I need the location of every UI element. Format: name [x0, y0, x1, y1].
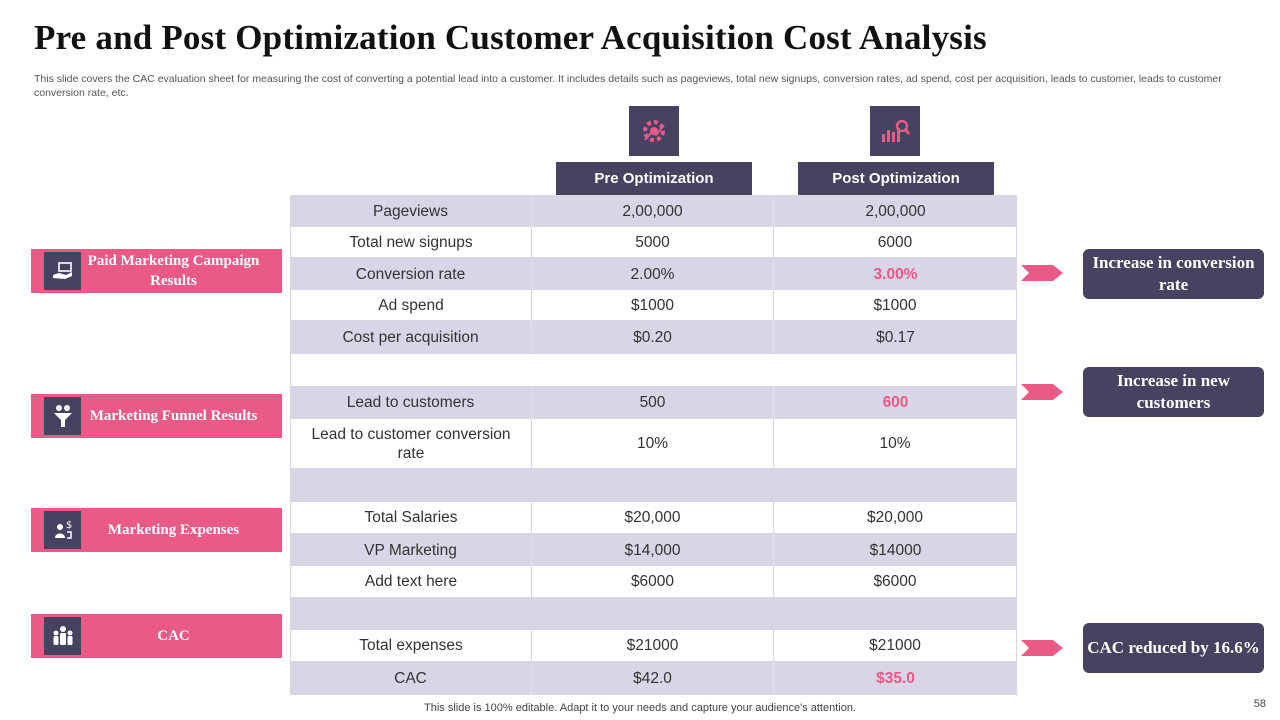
table-row: VP Marketing $14,000 $14000 [290, 534, 1017, 566]
table-row: Lead to customers 500 600 [290, 386, 1017, 419]
post-value: $1000 [774, 290, 1017, 320]
column-header-post: Post Optimization [798, 162, 994, 195]
table-row: Total Salaries $20,000 $20,000 [290, 502, 1017, 534]
section-label-text: Paid Marketing Campaign Results [87, 253, 260, 289]
page-number: 58 [1253, 698, 1266, 710]
slide-subtitle: This slide covers the CAC evaluation she… [34, 73, 1222, 99]
section-label-text: Marketing Funnel Results [89, 408, 258, 424]
post-value: $0.17 [876, 329, 915, 346]
post-value: $14000 [869, 541, 922, 559]
post-value-highlight: 600 [882, 394, 909, 411]
row-label: CAC [290, 662, 532, 695]
row-label: Total expenses [290, 630, 532, 661]
table-spacer [290, 598, 1017, 630]
post-value: $20,000 [774, 502, 1017, 533]
post-value: $21000 [774, 630, 1017, 661]
post-value: 6000 [774, 227, 1017, 257]
row-label: Conversion rate [290, 258, 532, 290]
chevron-right-icon [1021, 265, 1063, 281]
callout-cac-reduced: CAC reduced by 16.6% [1083, 623, 1264, 673]
post-value: 2,00,000 [865, 202, 926, 220]
table-row: Add text here $6000 $6000 [290, 566, 1017, 598]
callout-conversion-rate: Increase in conversion rate [1083, 249, 1264, 299]
pre-value: 2.00% [532, 258, 774, 290]
table-spacer [290, 469, 1017, 502]
table-row: Ad spend $1000 $1000 [290, 290, 1017, 321]
pre-value: $0.20 [532, 321, 774, 354]
row-label: Ad spend [290, 290, 532, 320]
row-label: Pageviews [290, 195, 532, 227]
row-label: Total Salaries [290, 502, 532, 533]
pre-value: $6000 [532, 566, 774, 597]
table-spacer [290, 354, 1017, 386]
post-value: 10% [774, 419, 1017, 468]
pre-value: $21000 [532, 630, 774, 661]
chart-search-icon [870, 106, 920, 156]
section-label-funnel: Marketing Funnel Results [31, 394, 282, 438]
chevron-right-icon [1021, 384, 1063, 400]
section-label-text: CAC [157, 628, 190, 644]
pre-value: $20,000 [532, 502, 774, 533]
post-value: $6000 [774, 566, 1017, 597]
row-label: Cost per acquisition [290, 321, 532, 354]
column-header-pre: Pre Optimization [556, 162, 752, 195]
svg-text:$: $ [66, 520, 72, 531]
chevron-right-icon [1021, 640, 1063, 656]
table-row: Total expenses $21000 $21000 [290, 630, 1017, 662]
pre-value: 5000 [532, 227, 774, 257]
post-value-highlight: 3.00% [873, 265, 918, 283]
footer-note: This slide is 100% editable. Adapt it to… [424, 702, 856, 714]
table-row: Total new signups 5000 6000 [290, 227, 1017, 258]
funnel-icon [44, 397, 81, 435]
table-row: Cost per acquisition $0.20 $0.17 [290, 321, 1017, 354]
expenses-icon: $ [44, 511, 81, 549]
slide-title: Pre and Post Optimization Customer Acqui… [34, 18, 987, 57]
cac-table: Pageviews 2,00,000 2,00,000 Total new si… [290, 195, 1017, 695]
row-label: Lead to customer conversion rate [290, 419, 532, 468]
section-label-paid-marketing: Paid Marketing Campaign Results [31, 249, 282, 293]
post-value-highlight: $35.0 [876, 670, 915, 687]
table-row: Conversion rate 2.00% 3.00% [290, 258, 1017, 290]
pre-value: 2,00,000 [532, 195, 774, 227]
pre-value: 500 [532, 386, 774, 419]
row-label: VP Marketing [290, 534, 532, 566]
pre-value: $42.0 [532, 662, 774, 695]
row-label: Total new signups [290, 227, 532, 257]
section-label-expenses: $ Marketing Expenses [31, 508, 282, 552]
row-label: Lead to customers [290, 386, 532, 419]
team-icon [44, 617, 81, 655]
section-label-cac: CAC [31, 614, 282, 658]
callout-new-customers: Increase in new customers [1083, 367, 1264, 417]
table-row: Lead to customer conversion rate 10% 10% [290, 419, 1017, 469]
campaign-icon [44, 252, 81, 290]
gear-growth-icon [629, 106, 679, 156]
row-label: Add text here [290, 566, 532, 597]
table-row: CAC $42.0 $35.0 [290, 662, 1017, 695]
table-row: Pageviews 2,00,000 2,00,000 [290, 195, 1017, 227]
pre-value: 10% [532, 419, 774, 468]
pre-value: $14,000 [532, 534, 774, 566]
section-label-text: Marketing Expenses [107, 522, 240, 538]
pre-value: $1000 [532, 290, 774, 320]
